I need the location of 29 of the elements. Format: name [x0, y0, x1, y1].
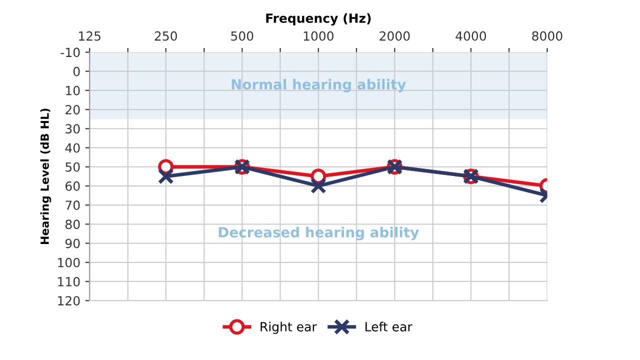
y-tick-label: 80 [66, 220, 80, 230]
y-tick-label: 70 [66, 200, 80, 210]
y-tick-label: 10 [66, 86, 80, 96]
y-tick-label: 40 [65, 143, 80, 153]
x-tick-label: 500 [231, 31, 254, 41]
x-tick-label: 125 [79, 31, 100, 41]
legend-label: Right ear [260, 322, 317, 334]
legend-label: Left ear [366, 322, 412, 332]
y-tick-label: 100 [58, 258, 80, 268]
y-tick-label: 90 [65, 238, 80, 248]
point [158, 168, 174, 184]
y-tick-label: 50 [66, 162, 80, 172]
x-axis-title: Frequency (Hz) [266, 13, 371, 26]
annotation: Decreased hearing ability [218, 226, 419, 240]
y-tick-label: 20 [66, 104, 80, 114]
y-axis-title: Hearing Level (dB HL) [40, 108, 52, 244]
x-tick-label: 2000 [380, 31, 410, 41]
x-tick-label: 4000 [456, 31, 486, 41]
y-tick-label: 110 [58, 276, 80, 286]
y-tick-label: 30 [66, 124, 80, 134]
x-tick-label: 250 [154, 31, 177, 41]
y-tick-label: 120 [58, 296, 80, 306]
band-label: Normal hearing ability [232, 78, 406, 92]
y-tick-label: -10 [60, 48, 80, 58]
y-tick-label: 60 [66, 181, 80, 191]
x-tick-label: 1000 [304, 31, 334, 41]
point [310, 178, 326, 194]
y-tick-label: 0 [73, 66, 80, 76]
x-tick-label: 8000 [532, 31, 562, 41]
